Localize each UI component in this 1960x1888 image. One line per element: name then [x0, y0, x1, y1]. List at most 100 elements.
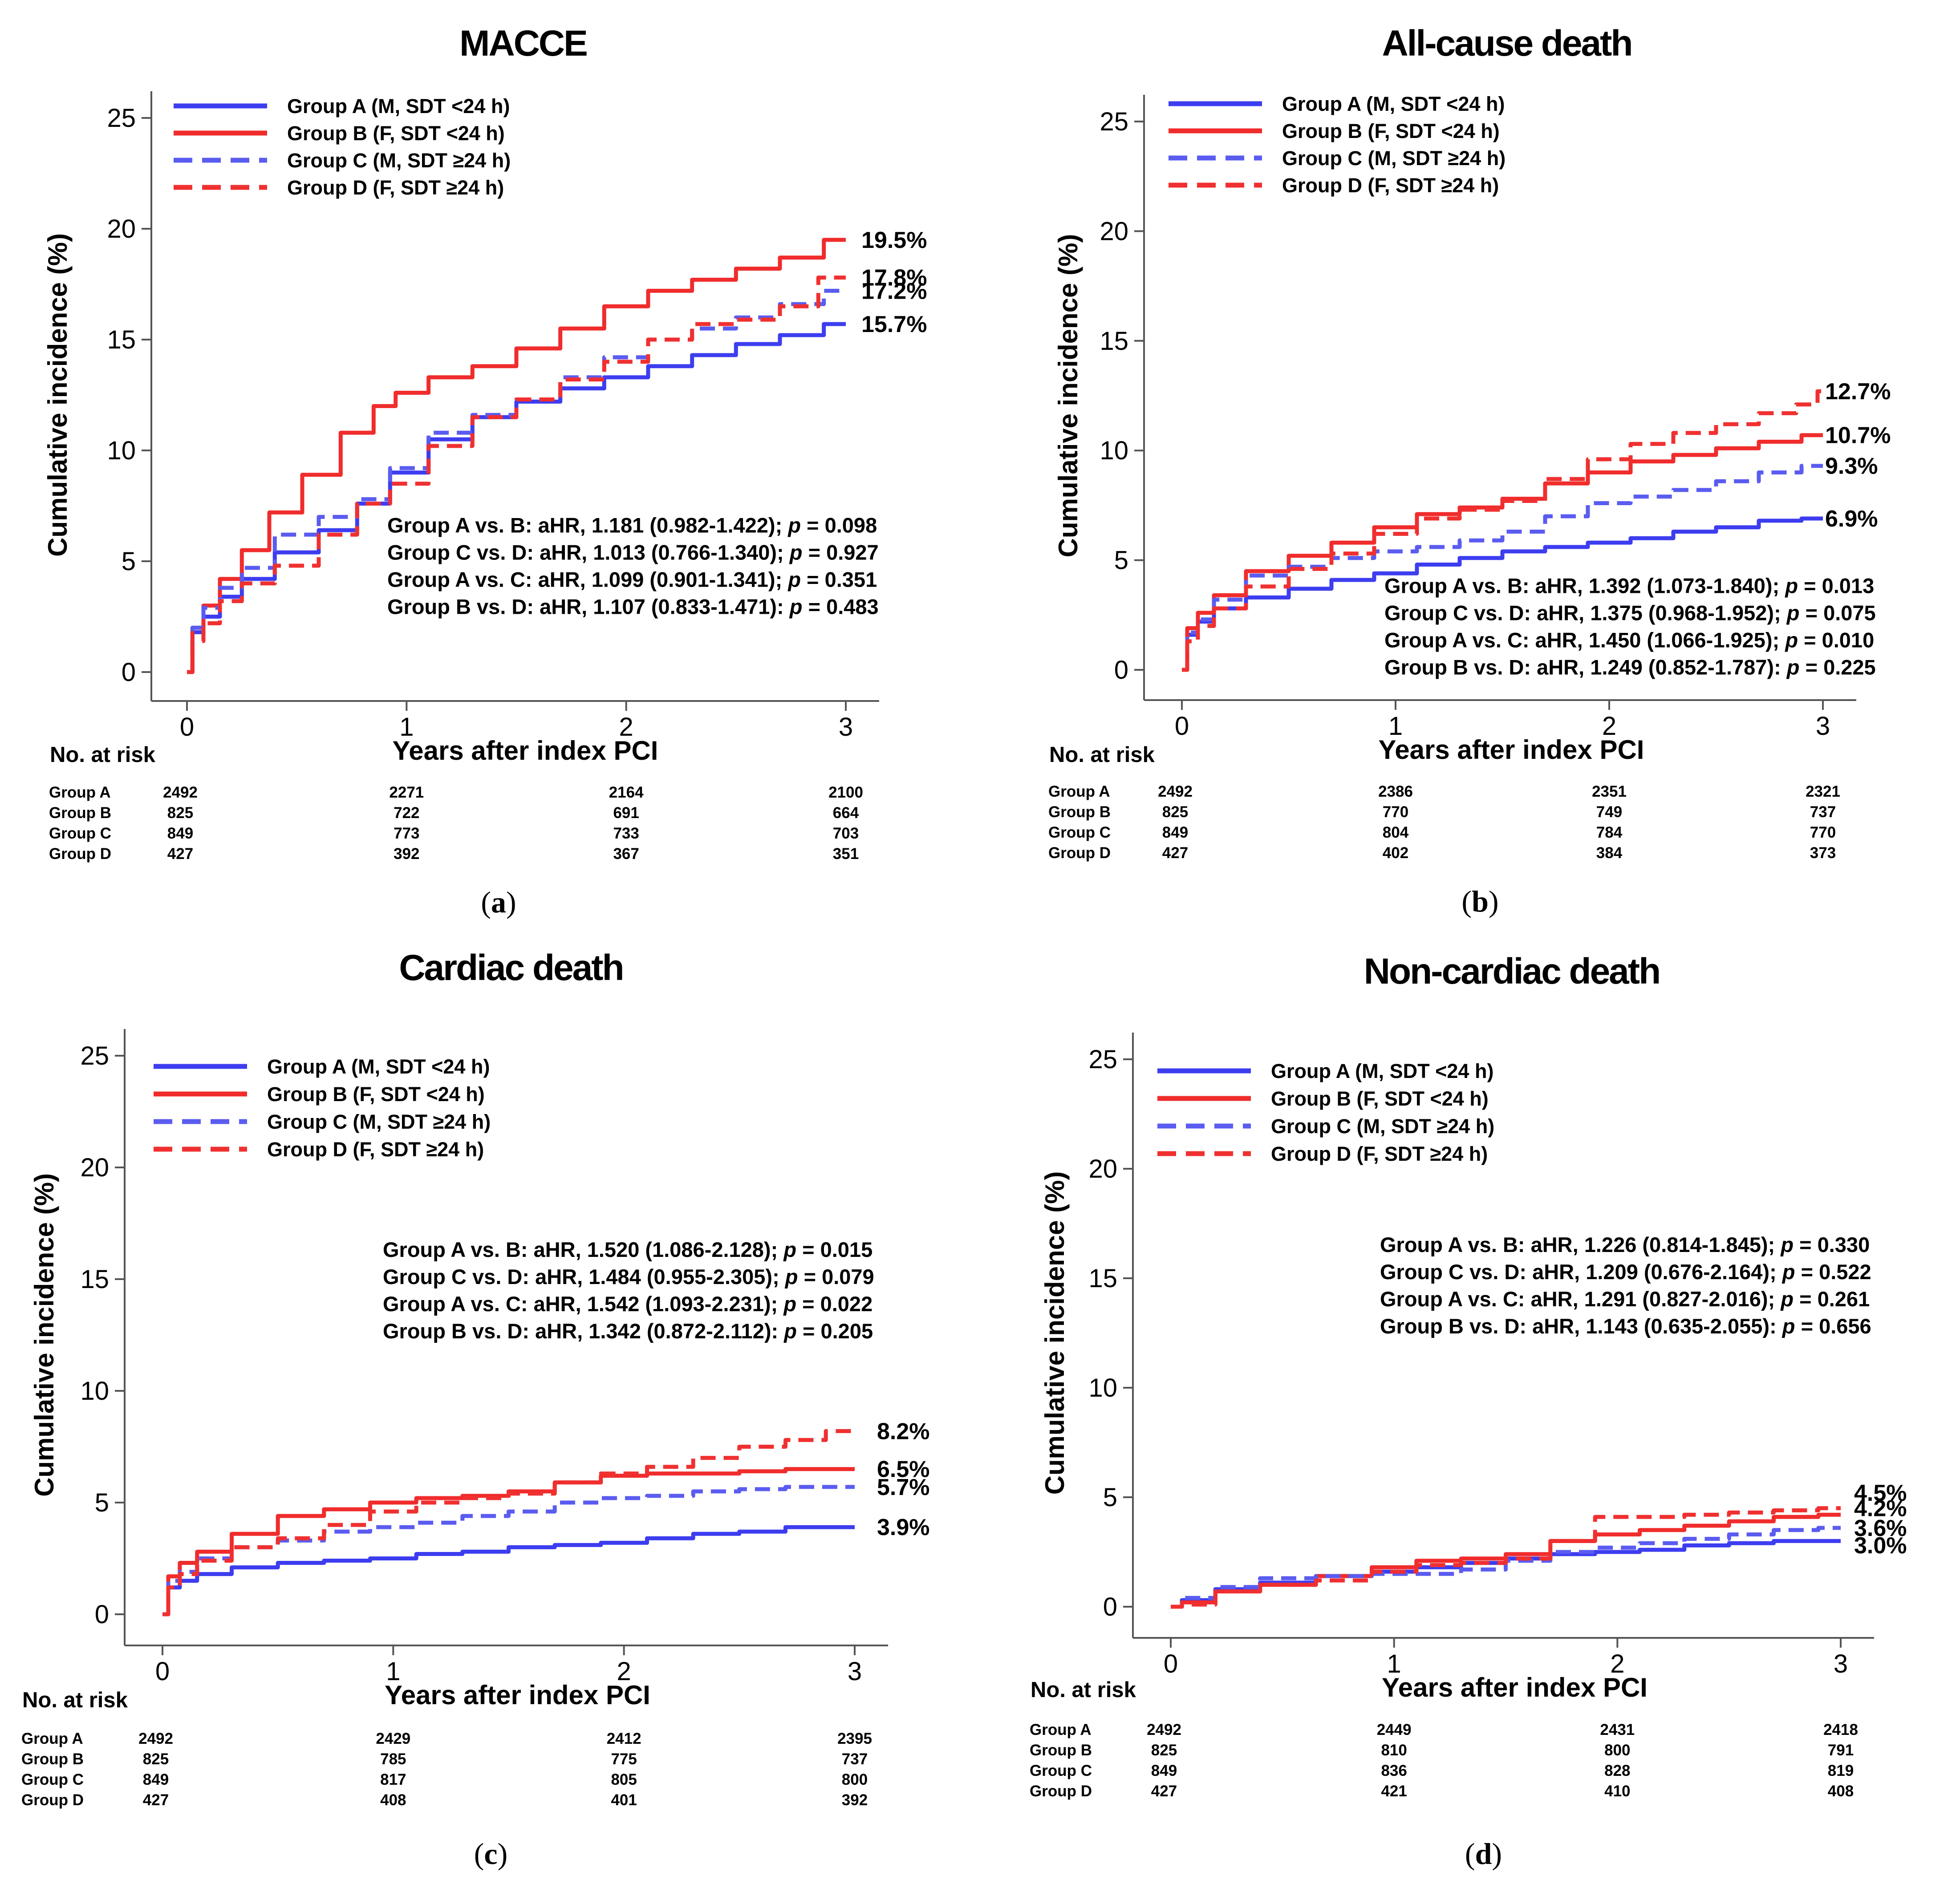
end-value-label: 8.2% [877, 1418, 930, 1444]
y-tick-label: 0 [1103, 1592, 1117, 1621]
x-axis-title: Years after index PCI [385, 1680, 650, 1710]
risk-cell: 351 [833, 845, 859, 863]
y-axis-title: Cumulative incidence (%) [43, 233, 73, 557]
y-tick-label: 20 [80, 1153, 109, 1182]
series-line-d [162, 1429, 855, 1617]
y-tick-label: 15 [80, 1265, 109, 1294]
risk-cell: 703 [833, 825, 859, 842]
risk-cell: 817 [380, 1771, 406, 1788]
series-line-b [1171, 1512, 1841, 1609]
risk-cell: 804 [1383, 824, 1409, 841]
risk-cell: 819 [1828, 1762, 1854, 1779]
y-tick-label: 20 [1088, 1155, 1117, 1183]
risk-row-group: Group D [49, 845, 111, 863]
stat-line: Group B vs. D: aHR, 1.249 (0.852-1.787):… [1384, 656, 1876, 679]
risk-cell: 737 [842, 1750, 868, 1768]
risk-cell: 392 [394, 845, 419, 863]
x-tick-label: 3 [848, 1657, 862, 1686]
legend-label: Group A (M, SDT <24 h) [287, 95, 510, 117]
x-tick-label: 2 [1602, 712, 1616, 741]
risk-row-group: Group C [1048, 824, 1111, 841]
x-axis-title: Years after index PCI [1382, 1673, 1648, 1702]
y-tick-label: 0 [122, 658, 136, 687]
risk-row-group: Group A [21, 1730, 83, 1747]
y-tick-label: 25 [1088, 1045, 1117, 1074]
end-value-label: 3.9% [877, 1515, 930, 1540]
panel-caption: (b) [1461, 884, 1498, 918]
stat-line: Group C vs. D: aHR, 1.375 (0.968-1.952);… [1384, 601, 1876, 625]
y-tick-label: 5 [122, 547, 136, 576]
risk-row-group: Group D [21, 1791, 84, 1809]
risk-cell: 408 [1828, 1783, 1854, 1800]
stat-line: Group C vs. D: aHR, 1.209 (0.676-2.164);… [1380, 1260, 1871, 1284]
risk-row-group: Group B [49, 804, 111, 822]
y-tick-label: 5 [1103, 1483, 1117, 1512]
risk-cell: 770 [1810, 824, 1836, 841]
legend-label: Group C (M, SDT ≥24 h) [1282, 147, 1506, 170]
risk-row-group: Group C [1030, 1762, 1092, 1779]
legend-label: Group D (F, SDT ≥24 h) [267, 1138, 484, 1161]
series-line-c [162, 1485, 855, 1617]
risk-table-title: No. at risk [1031, 1678, 1136, 1702]
risk-cell: 410 [1604, 1783, 1630, 1800]
legend-label: Group C (M, SDT ≥24 h) [267, 1110, 491, 1133]
risk-cell: 737 [1810, 803, 1836, 821]
risk-cell: 664 [833, 804, 859, 822]
x-tick-label: 2 [619, 713, 633, 741]
stat-line: Group A vs. B: aHR, 1.226 (0.814-1.845);… [1380, 1233, 1870, 1256]
x-tick-label: 1 [1387, 1649, 1401, 1678]
series-line-c [1171, 1526, 1841, 1609]
risk-cell: 2412 [607, 1730, 641, 1747]
legend-label: Group B (F, SDT <24 h) [1282, 120, 1500, 142]
risk-cell: 749 [1596, 803, 1622, 821]
risk-cell: 2386 [1378, 783, 1413, 800]
risk-cell: 733 [613, 825, 639, 842]
end-value-label: 6.5% [877, 1457, 930, 1483]
panel-caption: (a) [481, 885, 516, 919]
risk-row-group: Group D [1048, 844, 1111, 862]
risk-cell: 825 [143, 1750, 169, 1768]
risk-row-group: Group A [49, 784, 111, 801]
y-axis-title: Cumulative incidence (%) [1040, 1171, 1070, 1495]
risk-cell: 770 [1383, 803, 1408, 821]
km-panel-d: Non-cardiac death 0 5 10 15 20 25 0 1 2 3 Years aft… [1030, 951, 1907, 1871]
end-value-label: 3.6% [1854, 1515, 1907, 1541]
stat-line: Group A vs. C: aHR, 1.291 (0.827-2.016);… [1380, 1287, 1870, 1311]
stat-line: Group A vs. B: aHR, 1.392 (1.073-1.840);… [1384, 574, 1874, 598]
risk-cell: 384 [1596, 844, 1623, 862]
risk-cell: 2492 [1147, 1721, 1181, 1738]
y-axis-title: Cumulative incidence (%) [1053, 234, 1083, 558]
risk-cell: 408 [380, 1791, 406, 1809]
series-line-d [1182, 389, 1823, 672]
risk-row-group: Group A [1030, 1721, 1092, 1738]
risk-cell: 401 [611, 1791, 637, 1809]
risk-cell: 810 [1381, 1742, 1407, 1759]
risk-cell: 2449 [1377, 1721, 1412, 1738]
risk-cell: 427 [167, 845, 193, 863]
risk-row-group: Group B [21, 1750, 84, 1768]
stat-line: Group A vs. B: aHR, 1.520 (1.086-2.128);… [383, 1238, 872, 1261]
y-tick-label: 10 [107, 436, 136, 465]
stat-line: Group A vs. C: aHR, 1.099 (0.901-1.341);… [387, 567, 877, 591]
risk-cell: 722 [394, 804, 419, 822]
risk-cell: 691 [613, 804, 639, 822]
y-tick-label: 15 [107, 325, 136, 354]
series-line-a [162, 1525, 855, 1617]
stat-line: Group A vs. C: aHR, 1.450 (1.066-1.925);… [1384, 628, 1874, 652]
risk-cell: 2321 [1806, 783, 1840, 800]
y-tick-label: 5 [1114, 546, 1128, 575]
risk-cell: 2492 [1158, 783, 1193, 800]
risk-cell: 800 [842, 1771, 868, 1788]
risk-cell: 800 [1604, 1742, 1630, 1759]
legend-label: Group A (M, SDT <24 h) [1271, 1060, 1493, 1082]
y-tick-label: 5 [95, 1488, 109, 1517]
legend-label: Group B (F, SDT <24 h) [1271, 1087, 1489, 1110]
legend-label: Group C (M, SDT ≥24 h) [1271, 1115, 1494, 1138]
chart-title: MACCE [459, 23, 587, 64]
x-tick-label: 0 [180, 713, 194, 741]
risk-table-title: No. at risk [22, 1688, 128, 1712]
risk-cell: 2492 [163, 784, 198, 801]
series-line-b [1182, 433, 1823, 672]
x-tick-label: 3 [839, 713, 853, 741]
risk-cell: 2395 [837, 1730, 872, 1747]
